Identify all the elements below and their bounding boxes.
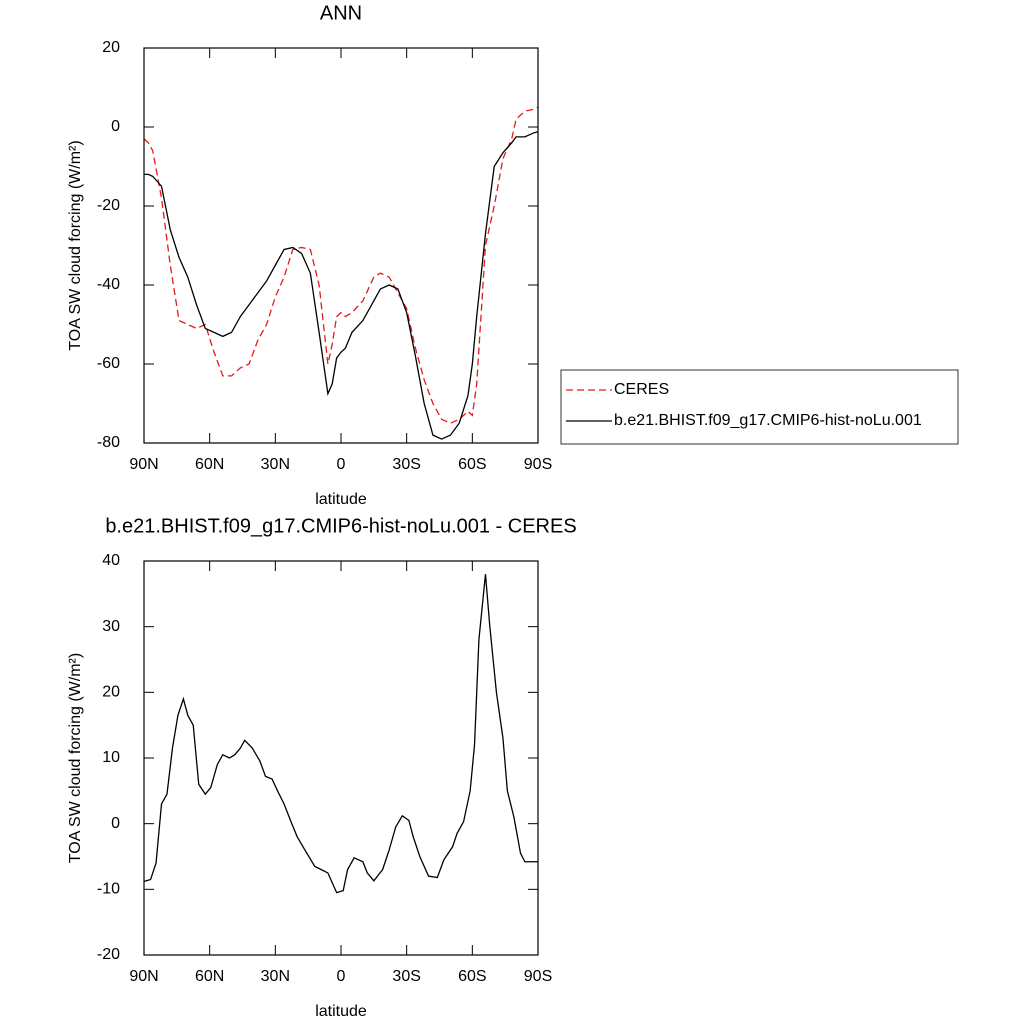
x-tick-label: 90S — [524, 968, 552, 985]
plot-frame — [143, 47, 539, 444]
y-axis-label: TOA SW cloud forcing (W/m²) — [67, 653, 84, 863]
plot-frame — [143, 560, 539, 956]
y-tick-label: -20 — [97, 946, 120, 963]
y-tick-label: -40 — [97, 276, 120, 293]
data-line — [143, 106, 539, 424]
x-axis-label: latitude — [315, 491, 367, 508]
chart-title: b.e21.BHIST.f09_g17.CMIP6-hist-noLu.001 … — [105, 515, 576, 537]
x-tick-label: 30N — [261, 968, 290, 985]
y-tick-label: 10 — [102, 749, 120, 766]
y-axis-label: TOA SW cloud forcing (W/m²) — [67, 140, 84, 350]
x-tick-label: 60S — [458, 456, 486, 473]
y-tick-label: 40 — [102, 552, 120, 569]
x-tick-label: 60N — [195, 968, 224, 985]
x-tick-label: 0 — [337, 968, 346, 985]
x-tick-label: 30S — [392, 968, 420, 985]
legend-box — [560, 369, 959, 445]
legend-label: b.e21.BHIST.f09_g17.CMIP6-hist-noLu.001 — [614, 412, 922, 429]
x-tick-label: 60S — [458, 968, 486, 985]
y-tick-label: -60 — [97, 355, 120, 372]
x-axis-label: latitude — [315, 1003, 367, 1020]
y-tick-label: 20 — [102, 684, 120, 701]
x-tick-label: 30N — [261, 456, 290, 473]
x-tick-label: 90N — [129, 968, 158, 985]
y-tick-label: -20 — [97, 197, 120, 214]
x-tick-label: 0 — [337, 456, 346, 473]
y-tick-label: -10 — [97, 881, 120, 898]
y-tick-label: 20 — [102, 39, 120, 56]
chart-title: ANN — [320, 2, 362, 24]
y-tick-label: 0 — [111, 815, 120, 832]
x-tick-label: 30S — [392, 456, 420, 473]
x-tick-label: 60N — [195, 456, 224, 473]
x-tick-label: 90S — [524, 456, 552, 473]
y-tick-label: 30 — [102, 618, 120, 635]
y-tick-label: 0 — [111, 118, 120, 135]
y-tick-label: -80 — [97, 434, 120, 451]
data-line — [144, 131, 539, 440]
data-line — [143, 574, 538, 894]
x-tick-label: 90N — [129, 456, 158, 473]
legend-label: CERES — [614, 381, 669, 398]
